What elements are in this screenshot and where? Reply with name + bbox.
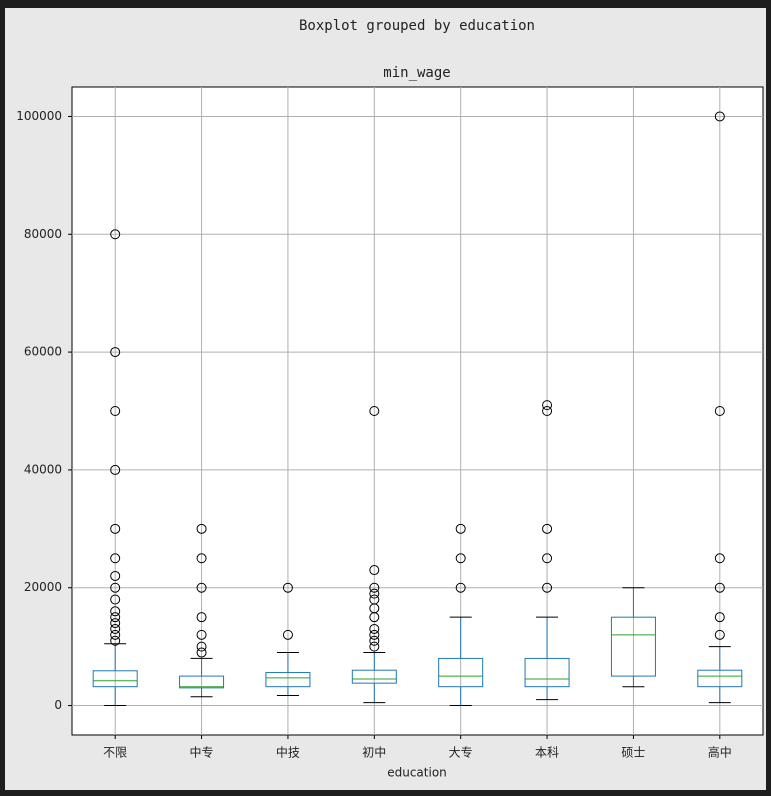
outlier (369, 623, 380, 634)
outlier (110, 582, 121, 593)
outlier (110, 553, 121, 564)
subplot-title: min_wage (383, 65, 450, 81)
outlier (369, 629, 380, 640)
y-tick-label: 20000 (24, 580, 62, 594)
x-tick-label: 本科 (535, 746, 559, 760)
outlier (282, 582, 293, 593)
x-tick-label: 不限 (103, 746, 127, 760)
outlier (714, 582, 725, 593)
outlier (196, 553, 207, 564)
outlier (196, 647, 207, 658)
outlier (196, 629, 207, 640)
outlier (369, 582, 380, 593)
outlier (196, 582, 207, 593)
box (179, 675, 225, 689)
outlier (714, 612, 725, 623)
outlier (369, 565, 380, 576)
y-tick-label: 40000 (24, 462, 62, 476)
outlier (455, 553, 466, 564)
outlier (110, 406, 121, 416)
outlier (455, 523, 466, 534)
outlier (369, 612, 380, 623)
outlier (110, 618, 121, 629)
outlier (110, 606, 121, 617)
outlier (196, 641, 207, 652)
outlier (542, 523, 553, 534)
outlier (110, 594, 121, 605)
y-tick-label: 80000 (24, 227, 62, 241)
outlier (110, 612, 121, 623)
box (351, 669, 397, 684)
x-tick-label: 初中 (362, 745, 386, 760)
box (697, 669, 743, 688)
x-tick-label: 中专 (190, 745, 214, 760)
outlier (110, 523, 121, 534)
box (265, 672, 311, 688)
chart-title: Boxplot grouped by education (299, 18, 535, 34)
y-tick-label: 100000 (16, 109, 62, 123)
outlier (542, 400, 553, 411)
outlier (542, 582, 553, 593)
y-tick-label: 60000 (24, 345, 62, 359)
outlier (542, 406, 553, 416)
outlier (110, 347, 121, 358)
box (92, 670, 138, 688)
outlier (714, 111, 725, 122)
outlier (455, 582, 466, 593)
outlier (369, 641, 380, 652)
x-axis-label: education (387, 766, 447, 780)
x-tick-label: 大专 (449, 745, 473, 760)
x-tick-label: 中技 (276, 745, 300, 760)
outlier (714, 406, 725, 416)
plot-area (71, 86, 764, 736)
outlier (714, 629, 725, 640)
outlier (110, 623, 121, 634)
outlier (369, 406, 380, 416)
box (438, 657, 484, 688)
box (610, 616, 656, 677)
outlier (110, 635, 121, 646)
outlier (196, 523, 207, 534)
y-tick-label: 0 (54, 698, 62, 712)
outlier (110, 570, 121, 581)
outlier (369, 588, 380, 599)
x-tick-label: 硕士 (621, 746, 645, 760)
x-tick-label: 高中 (708, 745, 732, 760)
outlier (110, 464, 121, 475)
outlier (110, 229, 121, 240)
outlier (196, 612, 207, 623)
outlier (714, 553, 725, 564)
outlier (110, 629, 121, 640)
outlier (542, 553, 553, 564)
outlier (282, 629, 293, 640)
box (524, 657, 570, 688)
outlier (369, 635, 380, 646)
